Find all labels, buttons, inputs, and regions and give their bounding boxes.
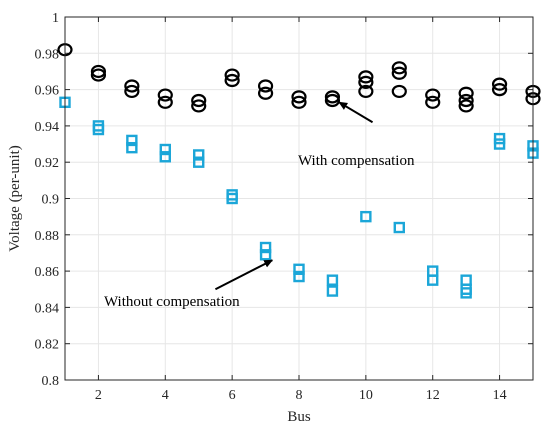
data-point-circle <box>191 93 207 108</box>
ticks <box>65 16 533 381</box>
data-point-circle <box>124 79 140 93</box>
data-point-circle <box>291 95 307 109</box>
annotation-arrow <box>338 101 374 124</box>
data-point-square <box>326 285 339 297</box>
x-tick-label: 4 <box>162 388 169 403</box>
data-point-circle <box>291 90 307 104</box>
data-point-circle <box>358 84 374 99</box>
data-point-square <box>326 274 339 286</box>
data-point-circle <box>358 75 374 89</box>
data-point-circle <box>90 64 107 79</box>
data-point-square <box>493 138 506 150</box>
x-tick-label: 2 <box>95 388 102 403</box>
data-point-circle <box>391 61 407 75</box>
y-tick-label: 0.86 <box>35 265 60 280</box>
y-tick-label: 0.82 <box>35 338 60 353</box>
data-point-circle <box>458 93 474 108</box>
data-point-circle <box>391 84 407 99</box>
data-point-circle <box>157 88 173 102</box>
data-point-circle <box>124 84 140 99</box>
data-point-circle <box>257 86 274 100</box>
data-point-square <box>427 274 439 286</box>
x-tick-label: 10 <box>359 388 373 403</box>
x-tick-label: 8 <box>296 388 303 403</box>
x-tick-label: 12 <box>426 388 440 403</box>
tick-labels: 2 4 6 8 10 12 14 0.8 0.82 0.84 0.86 0.88 0.9 0.92 0.94… <box>35 11 507 403</box>
data-point-circle <box>491 82 508 97</box>
data-point-square <box>159 143 171 156</box>
x-axis-title: Bus <box>287 409 311 425</box>
data-point-square <box>460 287 472 299</box>
data-point-circle <box>458 99 474 113</box>
data-point-circle <box>224 68 240 82</box>
x-tick-label: 14 <box>493 388 507 403</box>
y-tick-label: 0.9 <box>42 193 60 208</box>
data-point-square <box>193 156 205 168</box>
annotation-with-compensation: With compensation <box>298 153 415 169</box>
data-point-circle <box>257 79 274 93</box>
data-point-circle <box>425 88 441 102</box>
annotation-without-compensation: Without compensation <box>104 294 240 310</box>
plot-frame <box>64 16 534 381</box>
y-tick-label: 1 <box>52 11 59 26</box>
y-tick-label: 0.92 <box>35 156 60 171</box>
data-point-circle <box>191 99 207 113</box>
data-point-square <box>259 249 272 261</box>
series-layer <box>57 43 541 299</box>
data-point-square <box>360 210 372 223</box>
y-tick-label: 0.96 <box>35 84 60 99</box>
annotation-arrow <box>214 259 274 291</box>
data-point-square <box>393 221 405 234</box>
data-point-square <box>126 141 138 154</box>
data-point-square <box>126 134 138 147</box>
data-point-circle <box>458 86 474 100</box>
data-point-circle <box>391 66 407 80</box>
y-tick-label: 0.94 <box>35 120 60 135</box>
data-point-circle <box>358 70 374 84</box>
series-without-compensation <box>59 96 539 299</box>
data-point-square <box>293 263 305 275</box>
data-point-circle <box>491 77 508 91</box>
data-point-circle <box>324 93 341 108</box>
data-point-circle <box>90 68 107 82</box>
x-tick-label: 6 <box>229 388 236 403</box>
data-point-circle <box>157 95 173 109</box>
data-point-square <box>226 192 238 205</box>
data-point-circle <box>224 73 240 88</box>
data-point-square <box>193 149 205 161</box>
y-tick-label: 0.84 <box>35 301 60 316</box>
data-point-square <box>159 151 171 163</box>
annotations: With compensation Without compensation <box>104 101 415 310</box>
data-point-square <box>92 123 105 136</box>
y-tick-label: 0.98 <box>35 47 60 62</box>
data-point-circle <box>425 95 441 109</box>
y-axis-title: Voltage (per-unit) <box>7 145 23 251</box>
data-point-circle <box>324 90 341 104</box>
data-point-square <box>293 270 305 283</box>
y-tick-label: 0.88 <box>35 229 60 244</box>
y-tick-label: 0.8 <box>42 374 60 389</box>
data-point-square <box>259 241 272 254</box>
